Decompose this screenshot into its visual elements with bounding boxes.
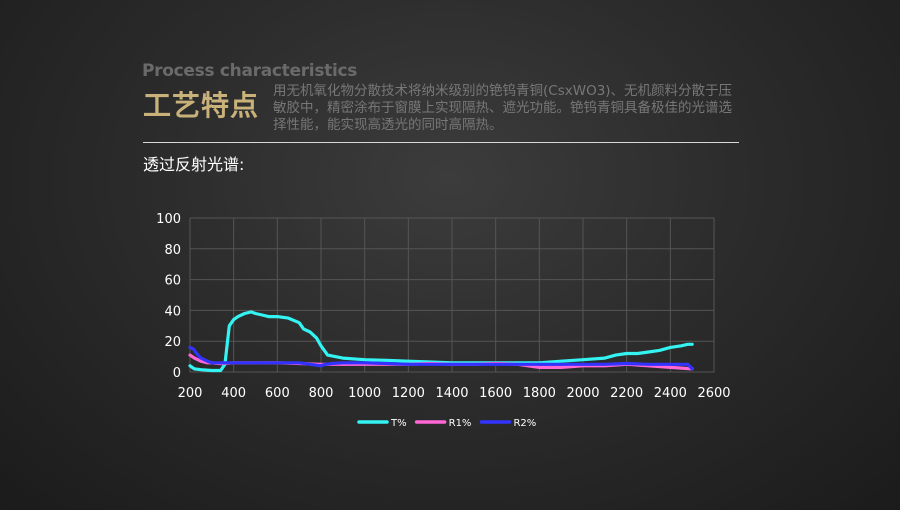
legend-label: T% xyxy=(390,418,407,429)
section-title-cn: 工艺特点 xyxy=(143,89,260,122)
y-tick-label: 80 xyxy=(164,243,181,258)
series-line-r2 xyxy=(188,345,694,371)
y-tick-label: 20 xyxy=(164,335,181,350)
y-tick-label: 100 xyxy=(156,212,181,227)
x-tick-label: 800 xyxy=(309,386,334,401)
x-tick-label: 1600 xyxy=(479,386,512,401)
chart-tick-labels: 200 400 600 800 1000 1200 1400 1600 1800 2000 2200… xyxy=(156,212,730,401)
x-tick-label: 2400 xyxy=(654,386,687,401)
x-tick-label: 2200 xyxy=(610,386,643,401)
chart-legend: T% R1% R2% xyxy=(357,418,536,429)
x-tick-label: 1000 xyxy=(348,386,381,401)
x-tick-label: 2600 xyxy=(697,386,730,401)
chart-grid xyxy=(189,217,715,373)
chart-series xyxy=(188,310,694,373)
x-tick-label: 2000 xyxy=(566,386,599,401)
spectrum-label: 透过反射光谱: xyxy=(143,155,245,174)
x-tick-label: 1800 xyxy=(523,386,556,401)
x-tick-label: 400 xyxy=(221,386,246,401)
header-divider xyxy=(143,142,739,143)
description-text: 用无机氧化物分散技术将纳米级别的铯钨青铜(CsxWO3)、无机颜料分散于压敏胶中… xyxy=(273,83,733,133)
y-tick-label: 60 xyxy=(164,274,181,289)
legend-label: R1% xyxy=(449,418,472,429)
series-line-t xyxy=(188,310,694,373)
x-tick-label: 1400 xyxy=(435,386,468,401)
x-tick-label: 200 xyxy=(178,386,203,401)
y-tick-label: 40 xyxy=(164,304,181,319)
y-tick-label: 0 xyxy=(173,366,181,381)
section-subtitle-en: Process characteristics xyxy=(142,61,358,81)
x-tick-label: 1200 xyxy=(392,386,425,401)
x-tick-label: 600 xyxy=(265,386,290,401)
legend-label: R2% xyxy=(513,418,536,429)
